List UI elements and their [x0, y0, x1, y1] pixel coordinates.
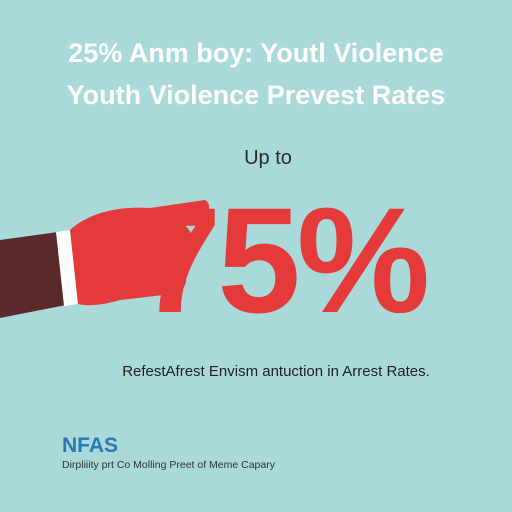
title-line: Youth Violence Prevest Rates [67, 80, 446, 110]
logo: NFAS [62, 434, 118, 457]
title-line: 25% Anm boy: Youtl Violence [68, 38, 444, 68]
footer-text: Dirpliiity prt Co Molling Preet of Meme … [62, 459, 276, 471]
lead-text: Up to [244, 147, 292, 169]
hand-illustration [0, 200, 210, 318]
caption: RefestAfrest Envism antuction in Arrest … [122, 363, 430, 380]
